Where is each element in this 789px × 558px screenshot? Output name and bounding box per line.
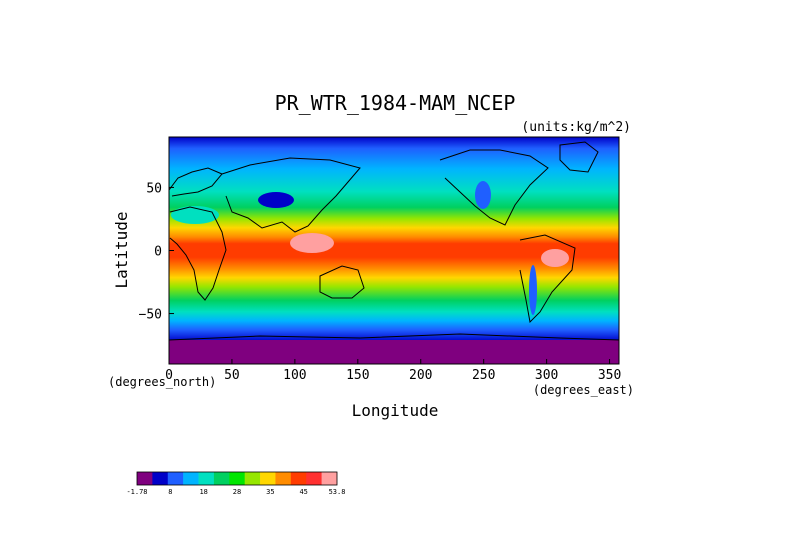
sahara-dry-patch <box>171 206 219 224</box>
colorbar-tick-label: 53.8 <box>329 488 346 496</box>
x-tick-label: 350 <box>598 368 621 383</box>
plot-area <box>168 136 620 365</box>
north-america-outline <box>439 149 549 226</box>
colorbar-tick-label: 28 <box>233 488 241 496</box>
x-tick-label: 0 <box>165 368 173 383</box>
colorbar-swatch <box>275 472 292 485</box>
antarctica-low <box>169 340 619 364</box>
colorbar-swatch <box>244 472 261 485</box>
colorbar-tick-label: 45 <box>299 488 307 496</box>
colorbar-tick-label: 18 <box>199 488 207 496</box>
colorbar-swatch <box>167 472 184 485</box>
antarctica-outline <box>169 333 619 341</box>
y-axis-label: Latitude <box>112 211 131 288</box>
africa-outline <box>169 206 227 301</box>
x-tick-label: 200 <box>409 368 432 383</box>
x-axis-ticks: 0 50 100 150 200 250 300 350 <box>165 359 621 383</box>
amazon-max <box>541 249 569 267</box>
y-tick-label: 0 <box>154 245 162 260</box>
colorbar-swatch <box>290 472 307 485</box>
colorbar-swatch <box>229 472 245 485</box>
colorbar-tick-label: -1.78 <box>126 488 147 496</box>
colorbar-labels: -1.78 8 18 28 35 45 53.8 <box>126 488 345 496</box>
y-tick-label: −50 <box>139 308 162 323</box>
x-tick-label: 50 <box>224 368 240 383</box>
himalaya-low-patch <box>258 192 294 208</box>
units-note: (units:kg/m^2) <box>521 120 631 135</box>
andes-low-patch <box>529 265 537 315</box>
field-features <box>169 181 619 364</box>
colorbar-swatch <box>152 472 169 485</box>
colorbar-swatch <box>183 472 199 485</box>
x-axis-label: Longitude <box>352 401 439 420</box>
chart-title: PR_WTR_1984-MAM_NCEP <box>275 91 516 115</box>
colorbar-swatch <box>213 472 230 485</box>
y-units: (degrees_north) <box>108 375 216 389</box>
x-tick-label: 250 <box>472 368 495 383</box>
asia-outline <box>221 157 361 233</box>
greenland-outline <box>559 141 599 173</box>
x-tick-label: 100 <box>283 368 306 383</box>
australia-outline <box>319 265 365 299</box>
x-tick-label: 150 <box>346 368 369 383</box>
colorbar-swatch <box>198 472 215 485</box>
colorbar-swatch <box>260 472 276 485</box>
warm-pool-max <box>290 233 334 253</box>
colorbar-tick-label: 35 <box>266 488 274 496</box>
colorbar-frame <box>136 471 338 486</box>
x-units: (degrees_east) <box>533 383 634 397</box>
colorbar-swatch <box>306 472 322 485</box>
colorbar-tick-label: 8 <box>168 488 172 496</box>
colorbar <box>136 471 338 486</box>
x-tick-label: 300 <box>535 368 558 383</box>
field-background <box>169 137 619 364</box>
rockies-low-patch <box>475 181 491 209</box>
y-axis-ticks: 50 0 −50 <box>139 181 174 323</box>
y-tick-label: 50 <box>146 181 162 196</box>
colorbar-swatch <box>321 472 338 485</box>
coastlines <box>169 141 619 341</box>
colorbar-swatch <box>137 472 153 485</box>
south-america-outline <box>519 234 576 324</box>
